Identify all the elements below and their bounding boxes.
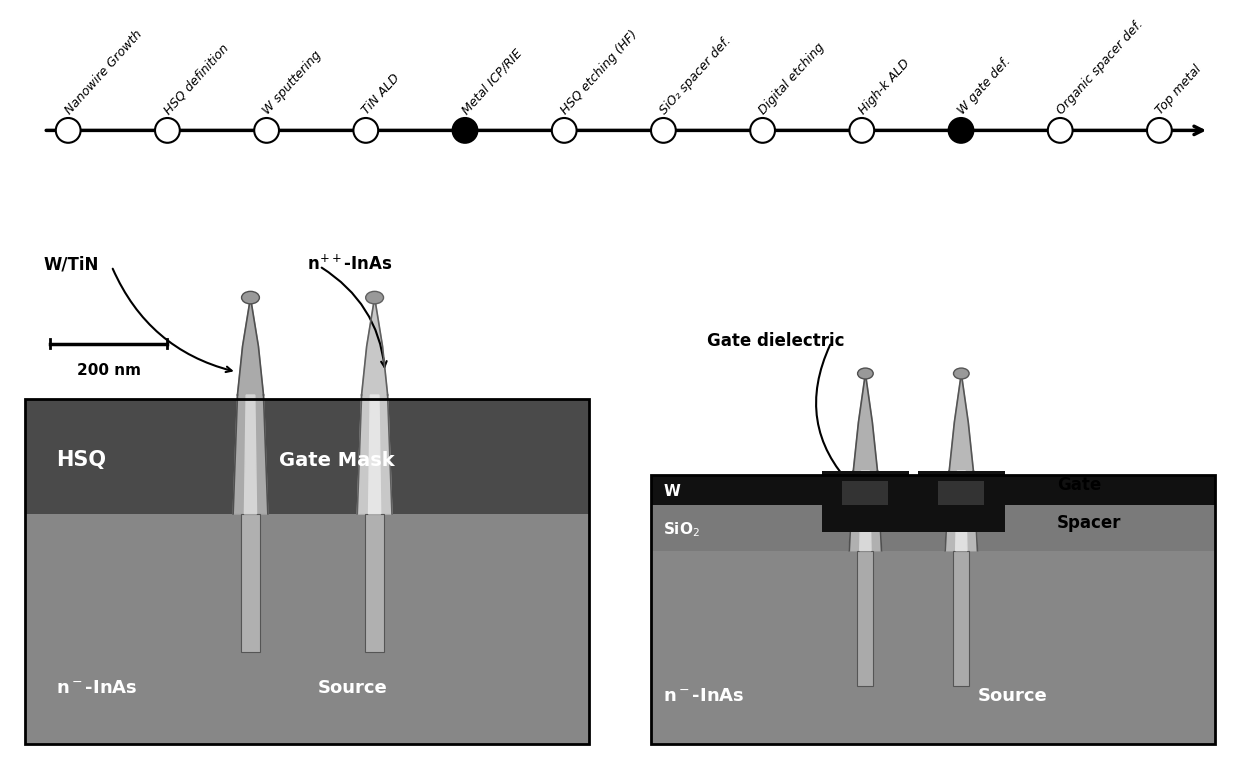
Bar	[857, 551, 873, 686]
Bar	[25, 399, 589, 514]
Polygon shape	[859, 471, 870, 551]
Bar	[25, 399, 589, 744]
Bar	[241, 514, 260, 652]
Text: HSQ etching (HF): HSQ etching (HF)	[558, 28, 640, 117]
Text: SiO₂ spacer def.: SiO₂ spacer def.	[657, 34, 734, 117]
Ellipse shape	[254, 118, 279, 143]
Text: Gate Mask: Gate Mask	[279, 450, 394, 469]
Bar	[822, 503, 1004, 532]
Text: TiN ALD: TiN ALD	[360, 71, 403, 117]
Ellipse shape	[651, 118, 676, 143]
Text: W: W	[663, 484, 681, 499]
Ellipse shape	[954, 368, 970, 379]
Ellipse shape	[858, 368, 873, 379]
Polygon shape	[950, 374, 973, 471]
Ellipse shape	[750, 118, 775, 143]
Polygon shape	[853, 374, 878, 471]
Bar	[25, 514, 589, 744]
Ellipse shape	[242, 291, 259, 304]
Polygon shape	[362, 298, 388, 395]
Ellipse shape	[366, 291, 383, 304]
Text: n$^{++}$-InAs: n$^{++}$-InAs	[306, 255, 392, 274]
Bar	[651, 475, 1215, 505]
Ellipse shape	[56, 118, 81, 143]
Text: SiO$_2$: SiO$_2$	[663, 521, 701, 539]
Bar	[822, 471, 909, 509]
Ellipse shape	[849, 118, 874, 143]
Ellipse shape	[353, 118, 378, 143]
Text: Source: Source	[978, 687, 1048, 706]
Bar	[651, 551, 1215, 744]
Bar	[939, 481, 985, 505]
Text: HSQ definition: HSQ definition	[161, 41, 231, 117]
Bar	[651, 475, 1215, 744]
Bar	[842, 481, 888, 505]
Text: Nanowire Growth: Nanowire Growth	[62, 28, 145, 117]
Text: Digital etching: Digital etching	[756, 40, 827, 117]
Polygon shape	[827, 502, 999, 525]
Polygon shape	[368, 395, 381, 514]
Polygon shape	[244, 395, 257, 514]
Ellipse shape	[1147, 118, 1172, 143]
Ellipse shape	[453, 118, 477, 143]
Text: 200 nm: 200 nm	[77, 363, 140, 378]
Text: Spacer: Spacer	[1058, 514, 1122, 532]
Polygon shape	[956, 471, 967, 551]
Ellipse shape	[552, 118, 577, 143]
Text: n$^-$-InAs: n$^-$-InAs	[663, 687, 745, 706]
Polygon shape	[238, 298, 263, 395]
Polygon shape	[849, 471, 882, 551]
Ellipse shape	[949, 118, 973, 143]
Text: Top metal: Top metal	[1153, 62, 1204, 117]
Text: n$^-$-InAs: n$^-$-InAs	[56, 680, 138, 697]
Polygon shape	[233, 395, 268, 514]
Bar	[918, 471, 1004, 509]
Text: W/TiN: W/TiN	[43, 256, 99, 274]
Polygon shape	[945, 471, 977, 551]
Text: Source: Source	[319, 680, 388, 697]
Text: Gate: Gate	[1058, 476, 1101, 494]
Text: HSQ: HSQ	[56, 449, 105, 469]
Bar	[365, 514, 384, 652]
Text: Organic spacer def.: Organic spacer def.	[1054, 17, 1146, 117]
Text: W gate def.: W gate def.	[955, 54, 1013, 117]
Bar	[651, 505, 1215, 551]
Text: Metal ICP/RIE: Metal ICP/RIE	[459, 46, 525, 117]
Ellipse shape	[155, 118, 180, 143]
Text: High-k ALD: High-k ALD	[856, 56, 913, 117]
Text: Gate dielectric: Gate dielectric	[707, 332, 844, 350]
Bar	[954, 551, 970, 686]
Text: W sputtering: W sputtering	[260, 48, 324, 117]
Polygon shape	[357, 395, 392, 514]
Ellipse shape	[1048, 118, 1073, 143]
